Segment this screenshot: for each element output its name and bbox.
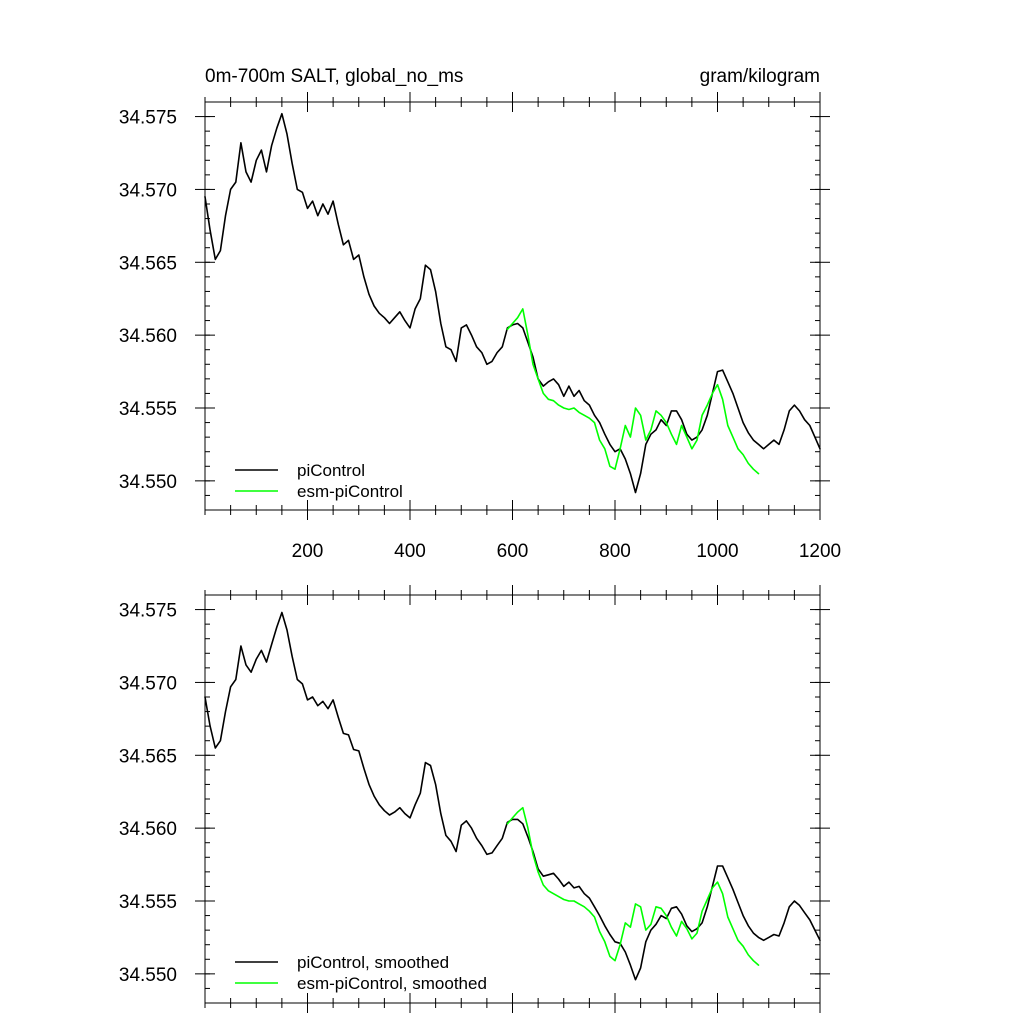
bottom-panel: 34.550 34.555 34.560 34.565 34.570 34.575 piCo…: [119, 585, 830, 1013]
y-tick-label: 34.570: [119, 180, 177, 201]
y-tick-label: 34.550: [119, 472, 177, 493]
series-line-picontrol: [204, 112, 821, 494]
x-tick-label: 600: [497, 541, 529, 562]
legend-label: esm-piControl, smoothed: [297, 974, 487, 993]
units-label: gram/kilogram: [700, 66, 820, 87]
x-tick-label: 1000: [696, 541, 738, 562]
y-tick-label: 34.560: [119, 819, 177, 840]
y-tick-label: 34.560: [119, 326, 177, 347]
y-tick-label: 34.550: [119, 965, 177, 986]
x-tick-label: 800: [599, 541, 631, 562]
legend-label: piControl, smoothed: [297, 953, 449, 972]
y-tick-label: 34.565: [119, 253, 177, 274]
x-tick-label: 400: [394, 541, 426, 562]
y-tick-label: 34.570: [119, 673, 177, 694]
y-tick-label: 34.575: [119, 601, 177, 622]
x-tick-label: 200: [292, 541, 324, 562]
legend-label: piControl: [297, 461, 365, 480]
y-tick-label: 34.555: [119, 892, 177, 913]
top-panel: 34.550 34.555 34.560 34.565 34.570 34.575 200 4…: [119, 92, 841, 562]
series-line-esm-picontrol: [506, 806, 760, 966]
x-tick-label: 1200: [799, 541, 841, 562]
plot-frame: [204, 594, 821, 1004]
plot-frame: [204, 101, 821, 511]
plot-title: 0m-700m SALT, global_no_ms: [205, 66, 463, 87]
y-tick-label: 34.575: [119, 108, 177, 129]
y-tick-label: 34.565: [119, 746, 177, 767]
series-line-picontrol: [204, 611, 821, 981]
legend-label: esm-piControl: [297, 482, 403, 501]
y-tick-label: 34.555: [119, 399, 177, 420]
series-line-esm-picontrol: [506, 308, 760, 475]
